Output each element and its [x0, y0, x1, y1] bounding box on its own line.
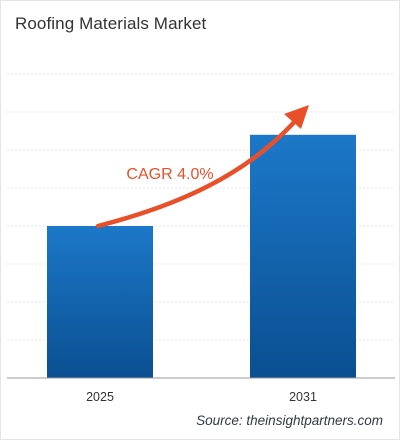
- chart-title: Roofing Materials Market: [15, 14, 207, 33]
- x-tick-label: 2031: [289, 390, 317, 404]
- x-tick-label: 2025: [86, 390, 114, 404]
- source-note: Source: theinsightpartners.com: [196, 413, 383, 428]
- bars: [47, 134, 356, 378]
- cagr-arrowhead: [284, 105, 309, 129]
- cagr-label: CAGR 4.0%: [126, 166, 213, 183]
- cagr-annotation: CAGR 4.0%: [95, 105, 309, 229]
- cagr-arrow: [95, 116, 300, 229]
- bar-2031: [250, 134, 356, 378]
- bar-2025: [47, 226, 153, 378]
- x-axis: 2025 2031: [7, 377, 395, 404]
